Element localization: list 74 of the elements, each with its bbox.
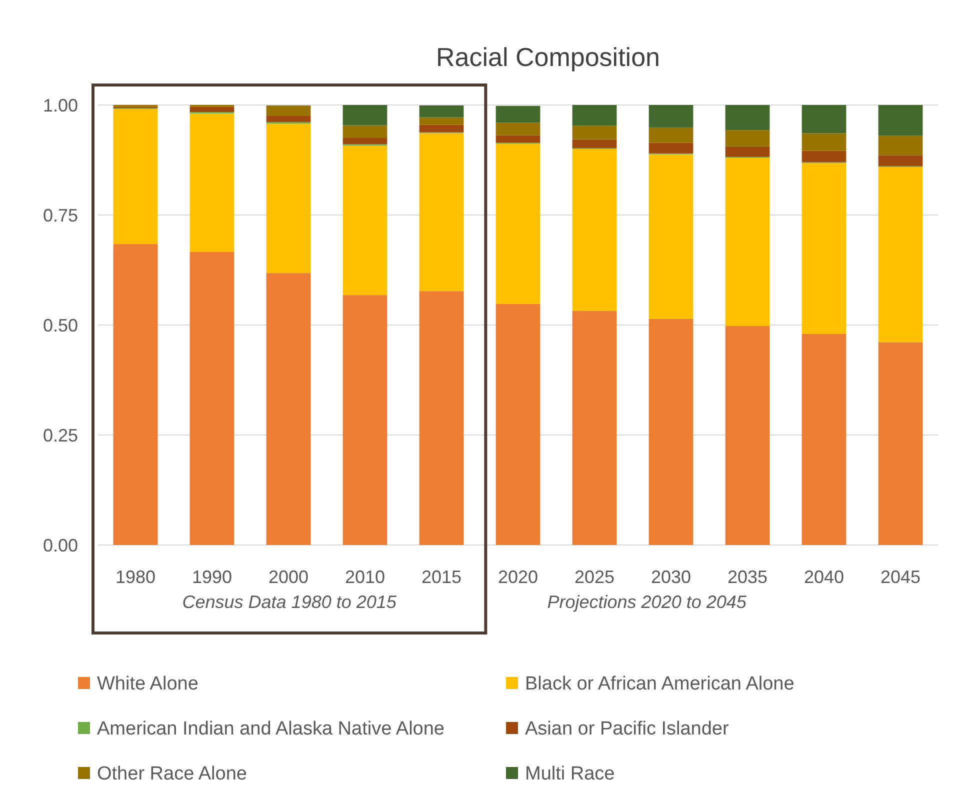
y-tick-label: 1.00 <box>42 95 78 116</box>
bar <box>419 291 464 545</box>
bar <box>878 155 923 166</box>
bar <box>113 108 158 244</box>
bar <box>648 154 694 319</box>
bar <box>190 106 234 112</box>
x-tick-label: 1990 <box>192 567 232 587</box>
bar <box>342 145 388 296</box>
legend-label: American Indian and Alaska Native Alone <box>97 718 444 740</box>
legend-label: Other Race Alone <box>97 764 247 785</box>
y-tick-label: 0.00 <box>42 535 78 556</box>
x-tick-label: 2020 <box>498 567 538 587</box>
bar <box>266 116 311 122</box>
y-tick-label: 0.25 <box>42 425 78 446</box>
bar <box>496 135 540 143</box>
bar <box>419 124 464 132</box>
bar <box>725 158 770 326</box>
bar <box>572 139 617 148</box>
bar <box>190 113 234 252</box>
bar <box>419 105 464 118</box>
bar <box>648 105 694 128</box>
bar <box>725 130 770 146</box>
bar <box>419 133 464 292</box>
bar <box>572 126 617 140</box>
bar <box>725 105 770 130</box>
bar <box>572 105 617 126</box>
bar <box>496 122 540 136</box>
x-tick-label: 1980 <box>115 567 156 587</box>
x-tick-label: 2030 <box>650 567 692 587</box>
bar <box>496 106 540 123</box>
bar <box>878 105 923 136</box>
bar <box>342 125 388 138</box>
bar <box>878 167 923 342</box>
bar <box>496 144 540 304</box>
legend-label: Multi Race <box>525 764 615 785</box>
bar <box>190 252 234 545</box>
y-tick-label: 0.50 <box>42 315 78 336</box>
bar <box>266 105 311 116</box>
legend-label: White Alone <box>97 674 198 695</box>
bar <box>802 150 846 162</box>
legend-label: Black or African American Alone <box>525 674 794 695</box>
bar <box>802 133 846 151</box>
bar <box>648 318 694 545</box>
bar <box>802 163 846 334</box>
x-tick-label: 2035 <box>727 567 768 587</box>
bar <box>572 149 617 311</box>
bar <box>342 105 388 126</box>
text: Census Data 1980 to 2015 <box>182 592 398 612</box>
bar <box>113 244 158 545</box>
chart-title: Racial Composition <box>436 42 660 72</box>
x-tick-label: 2010 <box>344 567 386 587</box>
text: Projections 2020 to 2045 <box>547 592 748 612</box>
bar <box>342 138 388 144</box>
bar <box>648 142 694 154</box>
bar <box>342 295 388 545</box>
bar <box>725 326 770 545</box>
bar <box>572 310 617 545</box>
bar <box>725 146 770 157</box>
x-tick-label: 2000 <box>268 567 309 587</box>
bar <box>878 136 923 156</box>
x-tick-label: 2025 <box>574 567 615 587</box>
bar <box>802 105 846 134</box>
bar <box>802 334 846 545</box>
bar <box>878 342 923 545</box>
bar <box>648 127 694 143</box>
bar <box>266 273 311 545</box>
bar <box>419 117 464 125</box>
x-tick-label: 2040 <box>804 567 844 587</box>
x-tick-label: 2045 <box>880 567 921 587</box>
bar <box>496 304 540 545</box>
x-tick-label: 2015 <box>421 567 462 587</box>
legend-label: Asian or Pacific Islander <box>525 718 730 740</box>
y-tick-label: 0.75 <box>42 205 78 226</box>
bar <box>266 123 311 274</box>
